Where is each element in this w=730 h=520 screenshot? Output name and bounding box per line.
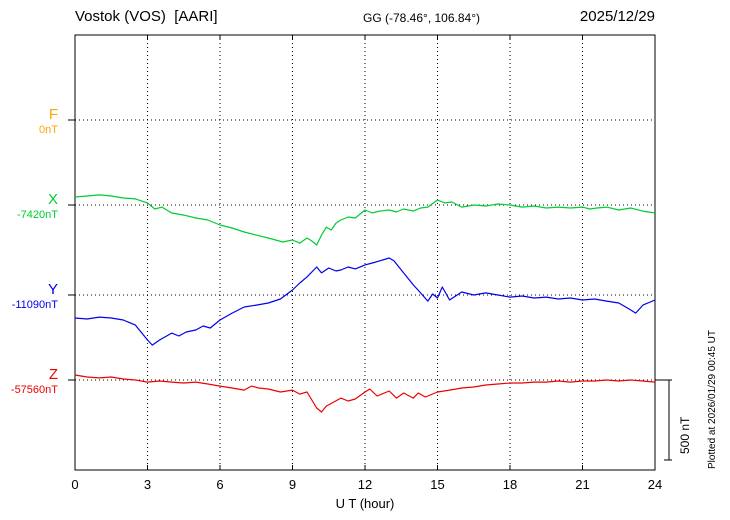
x-tick-label: 21 bbox=[575, 477, 590, 492]
x-tick-label: 3 bbox=[143, 477, 152, 492]
component-baseline-Y: -11090nT bbox=[11, 299, 58, 311]
component-label-Z: Z bbox=[48, 366, 58, 383]
plotted-at-note: Plotted at 2026/01/29 00:45 UT bbox=[707, 330, 718, 469]
component-label-Y: Y bbox=[47, 281, 58, 298]
component-label-F: F bbox=[48, 106, 58, 123]
x-tick-label: 0 bbox=[71, 477, 79, 492]
x-tick-label: 24 bbox=[647, 477, 663, 492]
component-label-X: X bbox=[47, 191, 58, 208]
trace-Y bbox=[74, 257, 656, 346]
x-tick-label: 6 bbox=[216, 477, 224, 492]
plot-border bbox=[74, 34, 656, 471]
x-tick-label: 18 bbox=[502, 477, 518, 492]
x-tick-label: 9 bbox=[288, 477, 297, 492]
trace-X bbox=[74, 194, 656, 246]
component-baseline-F: 0nT bbox=[39, 124, 58, 136]
x-tick-label: 12 bbox=[357, 477, 373, 492]
x-axis-title: U T (hour) bbox=[335, 496, 395, 511]
scale-bar-label: 500 nT bbox=[678, 416, 692, 454]
component-baseline-X: -7420nT bbox=[17, 209, 58, 221]
geo-coordinates: GG (-78.46°, 106.84°) bbox=[363, 11, 480, 25]
trace-Z bbox=[74, 374, 656, 413]
x-tick-label: 15 bbox=[430, 477, 445, 492]
station-title: Vostok (VOS) [AARI] bbox=[75, 8, 218, 25]
plot-date: 2025/12/29 bbox=[579, 8, 655, 25]
component-baseline-Z: -57560nT bbox=[10, 384, 58, 396]
